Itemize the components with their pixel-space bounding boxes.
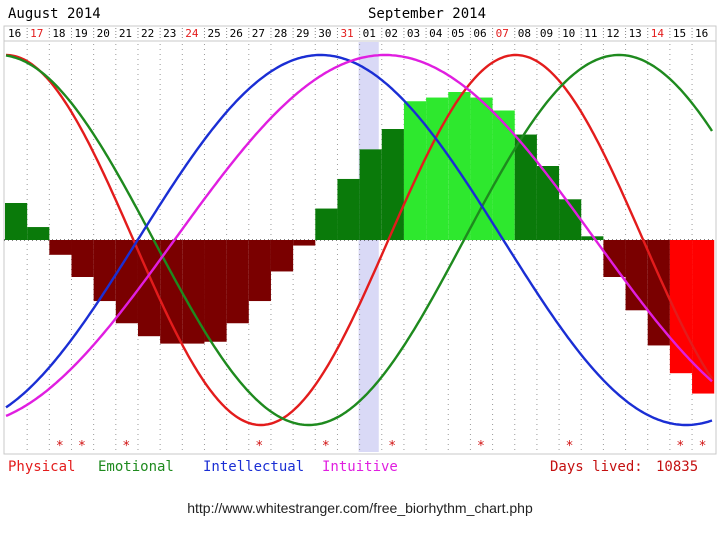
day-label: 29 <box>296 27 309 40</box>
day-label: 19 <box>74 27 87 40</box>
series-line-intellectual <box>5 53 713 427</box>
series-line-emotional <box>5 53 714 427</box>
combined-bar <box>381 129 404 240</box>
combined-bar <box>93 240 116 302</box>
combined-bar <box>71 240 94 277</box>
combined-bar <box>337 178 360 240</box>
day-label: 15 <box>673 27 686 40</box>
critical-marker: * <box>699 439 707 454</box>
combined-bar <box>204 240 227 342</box>
legend-entry-emotional: Emotional <box>98 459 174 475</box>
day-label: 27 <box>252 27 265 40</box>
day-label: 14 <box>651 27 665 40</box>
series-line-physical <box>5 53 714 427</box>
critical-marker: * <box>322 439 330 454</box>
day-label: 04 <box>429 27 443 40</box>
days-lived-value: 10835 <box>656 459 698 475</box>
day-label: 18 <box>52 27 65 40</box>
critical-marker: * <box>56 439 64 454</box>
day-label: 01 <box>363 27 376 40</box>
critical-marker: * <box>676 439 684 454</box>
combined-bar <box>359 149 382 240</box>
day-label: 11 <box>584 27 597 40</box>
day-label: 26 <box>230 27 243 40</box>
day-labels: 16 17 18 19 20 21 22 23 24 25 26 27 28 29 30 31 01 02 03 04… <box>8 27 708 40</box>
day-label: 22 <box>141 27 154 40</box>
source-url: http://www.whitestranger.com/free_biorhy… <box>187 500 533 516</box>
month-label-right: September 2014 <box>368 6 486 22</box>
critical-marker: * <box>122 439 130 454</box>
combined-bar <box>625 240 648 311</box>
combined-bar <box>315 208 338 240</box>
combined-bars <box>5 92 715 394</box>
legend-entry-intuitive: Intuitive <box>322 459 398 475</box>
day-label: 25 <box>207 27 220 40</box>
day-label: 10 <box>562 27 575 40</box>
day-label: 09 <box>540 27 553 40</box>
day-label: 05 <box>451 27 464 40</box>
combined-bar <box>226 240 249 324</box>
day-label: 30 <box>318 27 331 40</box>
combined-bar <box>137 240 161 337</box>
highlight-day-band <box>358 42 379 452</box>
combined-bar <box>514 134 537 240</box>
days-lived-label: Days lived: <box>550 459 643 475</box>
critical-marker: * <box>78 439 86 454</box>
combined-bar <box>559 199 582 240</box>
combined-bar <box>270 240 294 272</box>
combined-bar <box>49 240 72 255</box>
day-label: 06 <box>473 27 486 40</box>
legend: Physical Emotional Intellectual Intuitive <box>8 459 398 475</box>
combined-bar <box>448 92 471 240</box>
critical-day-marks: * * * * * * * * * * <box>56 439 707 454</box>
combined-bar <box>603 240 626 277</box>
day-label: 08 <box>518 27 531 40</box>
day-label: 20 <box>97 27 110 40</box>
legend-entry-intellectual: Intellectual <box>203 459 304 475</box>
combined-bar <box>160 240 183 344</box>
day-label: 21 <box>119 27 132 40</box>
legend-entry-physical: Physical <box>8 459 75 475</box>
day-label: 28 <box>274 27 287 40</box>
combined-bar <box>115 240 138 324</box>
series-line-intuitive <box>5 53 713 418</box>
combined-bar <box>182 240 205 344</box>
critical-marker: * <box>566 439 574 454</box>
combined-bar <box>293 240 316 246</box>
day-label: 23 <box>163 27 176 40</box>
day-label: 16 <box>695 27 708 40</box>
day-label: 12 <box>606 27 619 40</box>
combined-bar <box>403 101 427 240</box>
combined-bar <box>581 236 604 240</box>
day-label: 13 <box>629 27 642 40</box>
series-lines <box>5 53 714 427</box>
day-label: 16 <box>8 27 21 40</box>
day-label: 17 <box>30 27 43 40</box>
combined-bar <box>5 203 28 240</box>
combined-bar <box>669 240 693 374</box>
month-label-left: August 2014 <box>8 6 101 22</box>
combined-bar <box>692 240 715 394</box>
critical-marker: * <box>388 439 396 454</box>
combined-bar <box>492 110 515 240</box>
combined-bar <box>470 97 493 240</box>
day-label: 02 <box>385 27 398 40</box>
critical-marker: * <box>477 439 485 454</box>
combined-bar <box>248 240 271 302</box>
day-label: 07 <box>496 27 509 40</box>
combined-bar <box>27 227 50 240</box>
day-label: 31 <box>340 27 353 40</box>
day-label: 24 <box>185 27 199 40</box>
day-label: 03 <box>407 27 420 40</box>
critical-marker: * <box>255 439 263 454</box>
